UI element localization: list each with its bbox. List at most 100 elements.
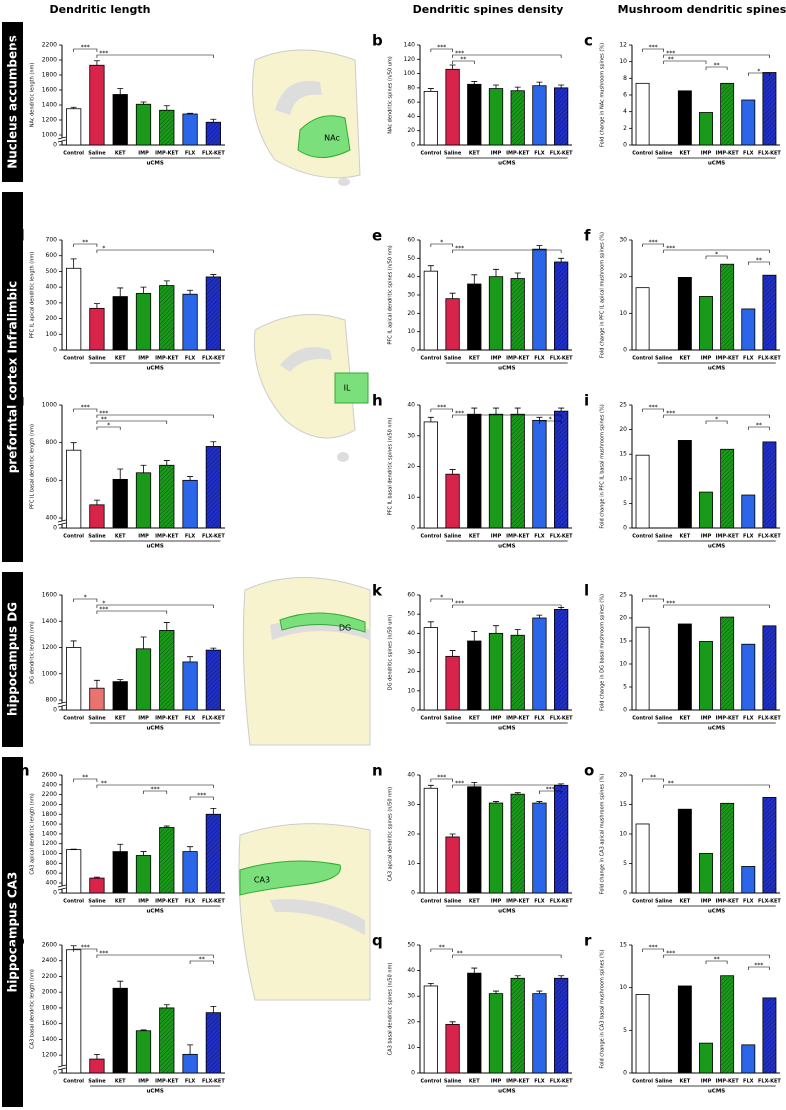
- error-bar: [493, 407, 499, 415]
- x-tick-label: Control: [632, 716, 653, 722]
- significance-label: *: [757, 68, 760, 75]
- y-tick-label: 2200: [42, 42, 57, 49]
- x-tick-label: IMP-KET: [155, 899, 179, 905]
- y-tick-label: 20: [619, 772, 627, 779]
- column-header: Dendritic spines density: [413, 3, 564, 16]
- y-tick-label: 40: [407, 273, 415, 280]
- significance-label: ***: [649, 404, 658, 411]
- y-tick-label: 40: [407, 630, 415, 637]
- significance-label: **: [756, 257, 762, 264]
- x-tick-label: IMP: [701, 356, 712, 362]
- axis-break-mark: [57, 522, 67, 526]
- x-tick-label: FLX-KET: [202, 899, 225, 905]
- x-tick-label: Saline: [655, 1079, 673, 1085]
- x-tick-label: Saline: [655, 716, 673, 722]
- y-tick-label: 500: [46, 268, 58, 275]
- bar: [762, 625, 777, 711]
- error-bar: [427, 621, 434, 628]
- bar: [510, 413, 525, 529]
- bar: [423, 91, 438, 146]
- x-tick-label: Saline: [444, 716, 462, 722]
- bar: [510, 977, 525, 1074]
- error-bar: [70, 258, 77, 269]
- axis-break-mark: [57, 704, 67, 708]
- bar: [205, 813, 221, 894]
- region-label: DG: [339, 624, 351, 633]
- x-tick-label: KET: [680, 356, 691, 362]
- error-bar: [210, 441, 217, 447]
- y-tick-label: 1600: [42, 592, 57, 599]
- bar: [635, 994, 650, 1074]
- group-label: uCMS: [708, 909, 725, 915]
- significance-bracket: [642, 778, 665, 782]
- bar: [677, 985, 692, 1074]
- bar: [677, 90, 692, 146]
- y-tick-label: 10: [619, 661, 627, 668]
- bar: [762, 997, 777, 1074]
- bar: [532, 993, 547, 1074]
- y-tick-label: 15: [619, 801, 627, 808]
- error-bar: [163, 1004, 170, 1008]
- significance-label: ***: [81, 404, 90, 411]
- error-bar: [558, 975, 565, 979]
- y-tick-label: 1800: [42, 72, 57, 79]
- x-tick-label: KET: [115, 716, 126, 722]
- error-bar: [536, 245, 543, 250]
- significance-bracket: [747, 261, 770, 265]
- error-bar: [140, 464, 147, 473]
- error-bar: [427, 784, 434, 789]
- error-bar: [210, 1005, 217, 1013]
- y-tick-label: 2: [623, 125, 627, 132]
- bar: [720, 263, 735, 351]
- y-tick-label: 6: [623, 92, 627, 99]
- significance-label: ***: [455, 50, 464, 57]
- significance-label: *: [102, 600, 105, 607]
- bar: [467, 283, 482, 351]
- x-tick-label: IMP: [701, 534, 712, 540]
- significance-label: *: [440, 594, 443, 601]
- group-label: uCMS: [708, 544, 725, 550]
- y-tick-label: 100: [46, 331, 58, 338]
- significance-bracket: [189, 796, 214, 800]
- y-tick-label: 0: [411, 525, 415, 532]
- significance-bracket: [705, 255, 728, 259]
- x-tick-label: FLX-KET: [202, 716, 225, 722]
- row-label: hippocampus DG: [6, 602, 20, 716]
- group-label: uCMS: [498, 161, 515, 167]
- x-tick-label: IMP: [701, 151, 712, 157]
- bar: [720, 448, 735, 529]
- x-tick-label: Control: [63, 356, 84, 362]
- x-tick-label: Control: [421, 534, 442, 540]
- significance-label: *: [715, 416, 718, 423]
- significance-label: ***: [151, 786, 160, 793]
- y-tick-label: 1400: [42, 618, 57, 625]
- error-bar: [117, 980, 124, 989]
- significance-label: *: [84, 594, 87, 601]
- brain-outline: [253, 313, 356, 439]
- bar: [89, 1058, 105, 1074]
- bar: [510, 90, 525, 146]
- significance-bracket: [747, 426, 770, 430]
- significance-bracket: [430, 408, 453, 412]
- significance-label: **: [714, 956, 720, 963]
- y-axis-label: PFC IL apical dendritic spines (n/50 nm): [388, 245, 394, 344]
- x-tick-label: FLX-KET: [550, 151, 573, 157]
- error-bar: [210, 647, 217, 651]
- y-tick-label: 50: [407, 942, 415, 949]
- y-tick-label: 20: [619, 426, 627, 433]
- significance-bracket: [539, 790, 562, 794]
- significance-label: **: [756, 422, 762, 429]
- significance-label: ***: [99, 50, 108, 57]
- error-bar: [427, 88, 434, 92]
- significance-bracket: [96, 610, 168, 614]
- bar: [699, 112, 713, 146]
- significance-bracket: [430, 948, 453, 952]
- significance-bracket: [73, 408, 98, 412]
- bar: [762, 797, 777, 894]
- significance-bracket: [73, 948, 98, 952]
- axis-break-mark: [57, 887, 67, 891]
- bar: [635, 823, 650, 894]
- significance-bracket: [430, 598, 453, 602]
- x-tick-label: FLX-KET: [758, 899, 781, 905]
- x-tick-label: FLX: [534, 716, 545, 722]
